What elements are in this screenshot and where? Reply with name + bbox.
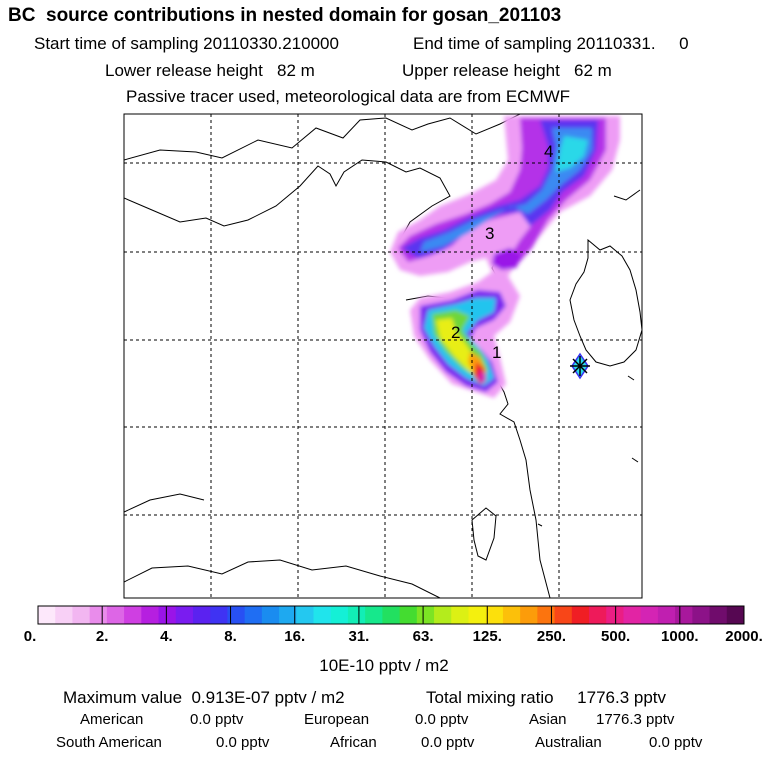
colorbar-swatch xyxy=(365,606,383,624)
colorbar-swatch xyxy=(175,606,194,624)
colorbar-swatch xyxy=(279,606,297,624)
colorbar-swatch xyxy=(158,606,177,624)
colorbar-swatch xyxy=(709,606,728,624)
region-south-american-name: South American xyxy=(56,734,162,751)
marker-2: 2 xyxy=(451,323,460,342)
colorbar-tick-label: 1000. xyxy=(661,628,699,645)
colorbar-swatch xyxy=(606,606,624,624)
marker-3: 3 xyxy=(485,224,494,243)
units-label: 10E-10 pptv / m2 xyxy=(319,656,449,675)
colorbar-tick-label: 8. xyxy=(224,628,237,645)
max-value-text: Maximum value 0.913E-07 pptv / m2 xyxy=(63,688,345,707)
colorbar-swatch xyxy=(38,606,56,624)
colorbar-swatch xyxy=(382,606,401,624)
colorbar-swatch xyxy=(261,606,280,624)
model-note-text: Passive tracer used, meteorological data… xyxy=(126,87,571,106)
marker-1: 1 xyxy=(492,343,501,362)
colorbar-tick-label: 250. xyxy=(536,628,567,645)
map-frame xyxy=(123,113,643,599)
colorbar-swatch xyxy=(313,606,332,624)
colorbar-swatch xyxy=(434,606,452,624)
region-south-american-value: 0.0 pptv xyxy=(216,734,270,751)
colorbar-swatch xyxy=(347,606,366,624)
colorbar-swatch xyxy=(571,606,590,624)
colorbar-swatch xyxy=(640,606,659,624)
colorbar-swatch xyxy=(726,606,745,624)
region-european-value: 0.0 pptv xyxy=(415,711,469,728)
colorbar-tick-label: 4. xyxy=(160,628,173,645)
colorbar-tick-label: 2. xyxy=(95,628,109,645)
colorbar-swatch xyxy=(675,606,693,624)
upper-release-text: Upper release height 62 m xyxy=(402,61,612,80)
colorbar-swatch xyxy=(227,606,246,624)
region-american-value: 0.0 pptv xyxy=(190,711,244,728)
region-australian-name: Australian xyxy=(535,734,602,751)
colorbar-swatch xyxy=(589,606,607,624)
colorbar-swatch xyxy=(192,606,211,624)
marker-4: 4 xyxy=(544,142,553,161)
colorbar-swatch xyxy=(657,606,676,624)
colorbar-tick-label: 2000. xyxy=(725,628,763,645)
colorbar-swatch xyxy=(72,606,91,624)
colorbar-swatch xyxy=(141,606,160,624)
colorbar-swatch xyxy=(399,606,418,624)
start-sampling-text: Start time of sampling 20110330.210000 xyxy=(34,34,339,53)
total-mixing-text: Total mixing ratio 1776.3 pptv xyxy=(426,688,667,707)
colorbar-swatch xyxy=(330,606,349,624)
colorbar-tick-label: 500. xyxy=(601,628,631,645)
colorbar-swatch xyxy=(537,606,556,624)
colorbar xyxy=(37,605,745,625)
colorbar-swatch xyxy=(554,606,573,624)
colorbar-frame xyxy=(37,605,745,625)
map-area xyxy=(124,114,642,598)
colorbar-swatch xyxy=(55,606,73,624)
colorbar-tick-label: 125. xyxy=(472,628,502,645)
colorbar-swatch xyxy=(502,606,521,624)
colorbar-swatch xyxy=(623,606,642,624)
lower-release-text: Lower release height 82 m xyxy=(105,61,315,80)
colorbar-tick-label: 31. xyxy=(348,628,370,645)
colorbar-swatch xyxy=(244,606,263,624)
end-sampling-text: End time of sampling 20110331. 0 xyxy=(413,34,689,53)
colorbar-swatch xyxy=(520,606,538,624)
colorbar-swatch xyxy=(451,606,469,624)
colorbar-swatch xyxy=(106,606,125,624)
colorbar-tick-label: 63. xyxy=(412,628,434,645)
region-australian-value: 0.0 pptv xyxy=(649,734,703,751)
region-asian-value: 1776.3 pptv xyxy=(596,711,675,728)
region-asian-name: Asian xyxy=(529,711,567,728)
colorbar-swatch xyxy=(468,606,487,624)
colorbar-swatch xyxy=(210,606,228,624)
region-african-value: 0.0 pptv xyxy=(421,734,475,751)
plume-field xyxy=(390,116,620,398)
colorbar-swatch xyxy=(692,606,711,624)
receptor-marker xyxy=(570,352,590,380)
region-european-name: European xyxy=(304,711,370,728)
colorbar-swatch xyxy=(124,606,142,624)
map-title: BC source contributions in nested domain… xyxy=(8,5,562,26)
colorbar-swatch xyxy=(416,606,435,624)
colorbar-tick-label: 16. xyxy=(284,628,306,645)
colorbar-tick-label: 0. xyxy=(23,628,37,645)
region-american-name: American xyxy=(80,711,144,728)
colorbar-swatch xyxy=(296,606,315,624)
grid-lines xyxy=(124,114,642,598)
colorbar-swatch xyxy=(485,606,504,624)
colorbar-swatch xyxy=(89,606,108,624)
region-african-name: African xyxy=(330,734,377,751)
